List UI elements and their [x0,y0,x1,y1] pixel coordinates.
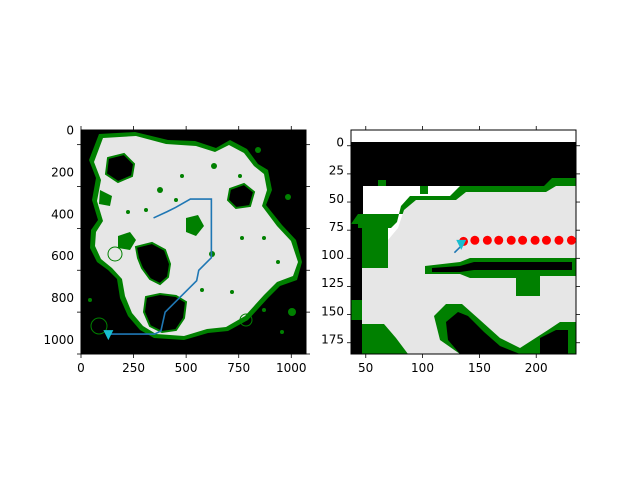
left-map-obstacle [226,182,256,210]
left-path-overlays [103,198,213,341]
right-map-obstacle [432,262,572,272]
right-tick-marks [347,126,580,358]
left-map-obstacle [99,190,112,206]
right-waypoint-marker [541,235,551,245]
left-map-obstacle [104,152,136,184]
right-waypoint-marker [494,235,504,245]
left-x-tick-label: 750 [227,361,250,375]
right-waypoint-marker [566,235,576,245]
left-map-obstacle [134,241,172,286]
left-y-tick-label: 0 [66,124,74,138]
right-y-tick-label: 125 [321,276,344,290]
left-y-tick-label: 800 [51,291,74,305]
left-x-tick-label: 0 [77,361,85,375]
right-waypoint-marker [530,235,540,245]
right-x-tick-label: 150 [468,361,491,375]
right-y-tick-label: 0 [336,136,344,150]
left-map-image [81,130,306,354]
left-map-obstacle [186,215,204,236]
left-y-tick-label: 1000 [43,333,74,347]
right-y-tick-label: 150 [321,304,344,318]
right-waypoint-marker [470,235,480,245]
right-axes-frame [350,129,577,355]
left-panel: 0 250 500 750 1000 0 200 400 600 800 100… [43,124,310,375]
right-waypoint-marker [554,235,564,245]
right-x-tick-label: 100 [411,361,434,375]
right-map-frontier [362,228,388,268]
left-map-obstacle [118,232,136,250]
left-tick-marks [77,126,310,358]
right-waypoint-marker [506,235,516,245]
right-map-obstacle [446,312,520,354]
right-waypoint-marker [482,235,492,245]
left-planned-path-line [108,198,213,335]
left-y-tick-label: 400 [51,207,74,221]
right-x-tick-label: 200 [525,361,548,375]
right-y-tick-label: 75 [329,220,344,234]
left-goal-marker [103,330,114,341]
right-map-frontier [362,324,408,354]
right-waypoint-marker [518,235,528,245]
left-x-tick-label: 1000 [276,361,307,375]
right-path-overlays [453,235,576,254]
left-axes-frame [80,129,307,355]
right-goal-marker [456,239,467,250]
left-x-tick-label: 500 [175,361,198,375]
left-y-tick-label: 600 [51,249,74,263]
right-map-obstacle [540,330,568,354]
right-y-tick-label: 175 [321,332,344,346]
right-x-tick-label: 50 [358,361,373,375]
right-y-tick-label: 100 [321,248,344,262]
left-x-tick-label: 250 [122,361,145,375]
left-y-tick-label: 200 [51,165,74,179]
right-y-tick-label: 25 [329,164,344,178]
right-panel: 50 100 150 200 0 25 50 75 100 125 150 17… [321,126,580,375]
right-y-tick-label: 50 [329,192,344,206]
